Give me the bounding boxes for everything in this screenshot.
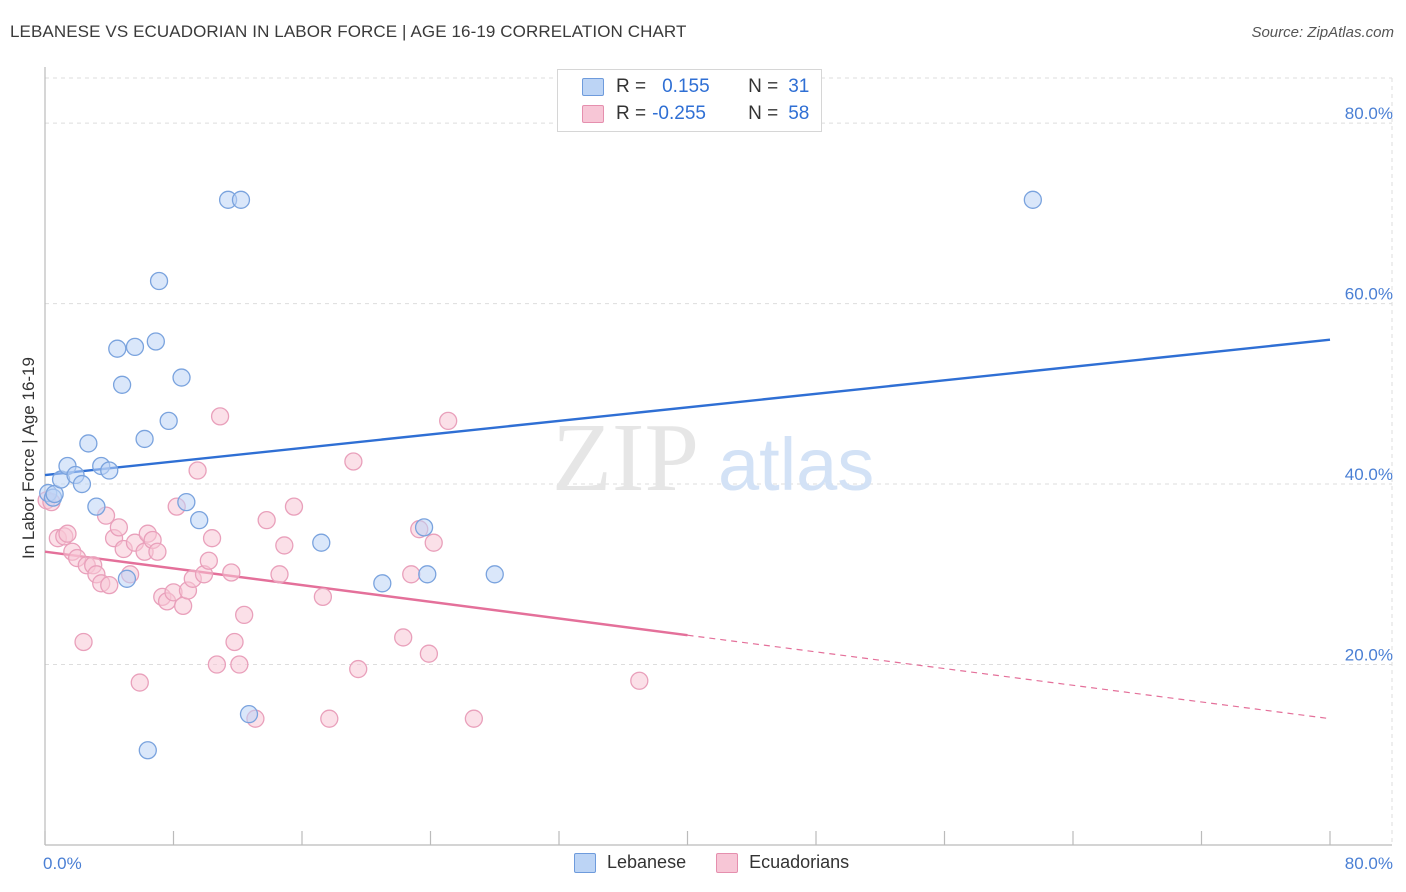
legend-n-value: 31: [788, 76, 810, 97]
ecuadorian-point: [100, 575, 119, 595]
legend-n-label: N =: [748, 76, 779, 97]
lebanese-point: [312, 533, 331, 552]
lebanese-point: [177, 492, 196, 512]
ecuadorian-point: [210, 407, 230, 426]
lebanese-point: [190, 511, 209, 530]
legend: R = 0.155 N = 31 R = -0.255 N = 58: [557, 69, 822, 132]
ecuadorian-point: [320, 709, 339, 728]
lebanese-point: [418, 565, 437, 584]
ecuadorian-point: [402, 565, 421, 584]
ecuadorian-point: [270, 565, 289, 584]
lebanese-point: [72, 474, 92, 494]
source-label: Source: ZipAtlas.com: [1251, 24, 1394, 41]
axes: [44, 67, 1392, 846]
watermark-zip: ZIP: [552, 404, 699, 512]
trend-line-ecuadorian: [44, 550, 688, 637]
legend-row-lebanese: R = 0.155 N = 31: [582, 76, 809, 98]
ecuadorian-label: Ecuadorians: [749, 852, 850, 872]
ecuadorian-point: [344, 452, 363, 471]
lebanese-swatch: [574, 852, 596, 873]
lebanese-point: [87, 497, 106, 516]
ecuadorian-point: [173, 596, 193, 616]
ecuadorian-point: [202, 529, 222, 548]
lebanese-point: [373, 574, 392, 593]
lebanese-point: [149, 271, 169, 291]
lebanese-point: [1023, 190, 1042, 209]
ecuadorian-point: [58, 524, 77, 543]
ecuadorian-point: [257, 511, 276, 530]
lebanese-point: [485, 565, 504, 584]
lebanese-point: [138, 741, 157, 760]
ecuadorian-point: [199, 551, 218, 570]
ecuadorian-point: [439, 411, 458, 431]
legend-r-value: -0.255: [652, 103, 706, 124]
ecuadorian-point: [222, 563, 241, 582]
legend-r-label: R =: [616, 103, 647, 124]
lebanese-point: [125, 337, 145, 357]
ecuadorian-point: [148, 542, 167, 561]
ecuadorian-point: [313, 587, 333, 607]
lebanese-point: [79, 434, 98, 453]
ecuadorian-point: [225, 632, 244, 652]
lebanese-point: [146, 332, 165, 351]
ecuadorian-swatch: [582, 105, 604, 123]
ecuadorian-point: [275, 536, 294, 555]
ecuadorian-point: [235, 605, 254, 625]
ecuadorian-point: [207, 655, 227, 674]
bottom-legend: Lebanese Ecuadorians: [574, 852, 879, 873]
ecuadorian-point: [230, 655, 249, 674]
watermark-atlas: atlas: [718, 423, 874, 506]
ecuadorian-point: [188, 461, 207, 480]
ecuadorian-point: [630, 671, 649, 690]
trend-lines: [44, 338, 1331, 720]
ecuadorian-point: [464, 709, 484, 728]
legend-r-value: 0.155: [662, 76, 710, 97]
chart-title: LEBANESE VS ECUADORIAN IN LABOR FORCE | …: [10, 22, 687, 41]
ecuadorian-point: [284, 497, 304, 516]
trend-line-ecuadorian-extrapolated: [687, 634, 1331, 720]
y-tick-label: 20.0%: [1345, 646, 1393, 665]
legend-n-value: 58: [788, 103, 810, 124]
bottom-legend-lebanese: Lebanese: [574, 852, 686, 873]
lebanese-swatch: [582, 78, 604, 96]
y-tick-label: 40.0%: [1345, 465, 1393, 484]
ecuadorian-swatch: [716, 852, 739, 873]
legend-r-label: R =: [616, 76, 647, 97]
lebanese-label: Lebanese: [607, 852, 687, 872]
lebanese-point: [100, 461, 119, 480]
y-tick-label: 60.0%: [1345, 285, 1393, 304]
lebanese-point: [112, 375, 132, 394]
x-tick-label: 0.0%: [43, 854, 82, 873]
y-tick-label: 80.0%: [1345, 104, 1393, 123]
trend-line-lebanese: [44, 338, 1331, 477]
ecuadorian-point: [109, 518, 129, 537]
ecuadorian-point: [349, 659, 368, 679]
ecuadorian-point: [74, 632, 93, 652]
y-axis-title: In Labor Force | Age 16-19: [19, 357, 38, 559]
lebanese-point: [108, 339, 127, 358]
lebanese-point: [414, 518, 434, 537]
lebanese-point: [135, 429, 154, 449]
ecuadorian-point: [424, 533, 443, 552]
lebanese-point: [159, 411, 178, 431]
legend-row-ecuadorian: R = -0.255 N = 58: [582, 103, 809, 125]
ecuadorian-point: [419, 644, 439, 663]
lebanese-point: [117, 569, 137, 588]
data-points: [37, 190, 1042, 760]
lebanese-point: [231, 190, 251, 209]
legend-n-label: N =: [748, 103, 779, 124]
ecuadorian-point: [130, 673, 149, 692]
ecuadorian-point: [394, 628, 413, 647]
tick-labels: 20.0% 40.0% 60.0% 80.0% 0.0% 80.0%: [43, 104, 1393, 873]
x-tick-label: 80.0%: [1345, 854, 1393, 873]
lebanese-point: [239, 705, 259, 724]
bottom-legend-ecuadorian: Ecuadorians: [716, 852, 849, 873]
lebanese-point: [172, 368, 191, 387]
watermark: ZIP atlas: [552, 404, 874, 512]
